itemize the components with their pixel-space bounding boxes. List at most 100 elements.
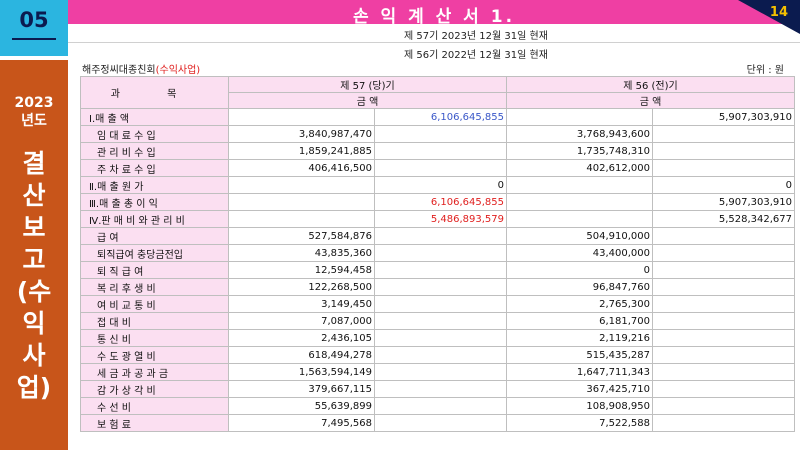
prior-detail-amount: 2,119,216: [506, 329, 653, 347]
business-type: (수익사업): [155, 65, 201, 76]
table-row: 수 선 비 55,639,899 108,908,950: [80, 397, 795, 415]
account-label: 관 리 비 수 입: [80, 142, 229, 160]
prior-total-amount: [652, 261, 795, 279]
current-total-amount: [374, 380, 507, 398]
prior-detail-amount: 1,735,748,310: [506, 142, 653, 160]
period-prior: 제 56기 2022년 12월 31일 현재: [404, 50, 548, 61]
current-detail-amount: [228, 108, 375, 126]
prior-total-amount: 5,907,303,910: [652, 108, 795, 126]
current-total-amount: [374, 278, 507, 296]
account-label: Ⅲ.매 출 총 이 익: [80, 193, 229, 211]
current-detail-amount: 3,840,987,470: [228, 125, 375, 143]
organization-name: 해주정씨대종친회(수익사업): [82, 61, 200, 76]
vertical-title: 결 산 보 고 (수 익 사 업): [0, 148, 68, 404]
prior-detail-amount: [506, 193, 653, 211]
account-label: 접 대 비: [80, 312, 229, 330]
header-current-period: 제 57 (당)기: [228, 76, 507, 93]
vertical-title-char: 익: [22, 309, 46, 338]
header-row-amount: 금 액 금 액: [81, 92, 795, 109]
prior-total-amount: [652, 278, 795, 296]
account-label: 주 차 료 수 입: [80, 159, 229, 177]
vertical-title-char: (수: [16, 277, 52, 306]
prior-total-amount: [652, 312, 795, 330]
table-row: 복 리 후 생 비 122,268,500 96,847,760: [80, 278, 795, 296]
current-detail-amount: 618,494,278: [228, 346, 375, 364]
prior-total-amount: [652, 227, 795, 245]
prior-total-amount: [652, 346, 795, 364]
title-bar: 손 익 계 산 서 1.: [68, 0, 800, 27]
prior-total-amount: [652, 159, 795, 177]
vertical-title-char: 산: [22, 181, 46, 210]
table-row: Ⅰ.매 출 액 6,106,645,855 5,907,303,910: [80, 108, 795, 126]
prior-detail-amount: 367,425,710: [506, 380, 653, 398]
table-header: 과 목 제 57 (당)기 제 56 (전)기 금 액 금 액: [80, 76, 795, 109]
account-label: 통 신 비: [80, 329, 229, 347]
current-detail-amount: [228, 193, 375, 211]
table-row: Ⅲ.매 출 총 이 익 6,106,645,855 5,907,303,910: [80, 193, 795, 211]
table-row: 퇴 직 급 여 12,594,458 0: [80, 261, 795, 279]
table-row: 보 험 료 7,495,568 7,522,588: [80, 414, 795, 432]
prior-total-amount: 0: [652, 176, 795, 194]
current-total-amount: [374, 261, 507, 279]
current-detail-amount: 527,584,876: [228, 227, 375, 245]
table-row: 관 리 비 수 입 1,859,241,885 1,735,748,310: [80, 142, 795, 160]
prior-detail-amount: 96,847,760: [506, 278, 653, 296]
prior-total-amount: 5,907,303,910: [652, 193, 795, 211]
current-total-amount: [374, 125, 507, 143]
table-row: 통 신 비 2,436,105 2,119,216: [80, 329, 795, 347]
period-prior-row: 제 56기 2022년 12월 31일 현재: [68, 42, 800, 61]
account-label: 퇴직급여 충당금전입: [80, 244, 229, 262]
table-row: Ⅱ.매 출 원 가 0 0: [80, 176, 795, 194]
period-current: 제 57기 2023년 12월 31일 현재: [404, 31, 548, 42]
prior-detail-amount: 515,435,287: [506, 346, 653, 364]
prior-total-amount: [652, 142, 795, 160]
prior-detail-amount: 6,181,700: [506, 312, 653, 330]
account-label: 수 선 비: [80, 397, 229, 415]
current-detail-amount: 1,859,241,885: [228, 142, 375, 160]
account-label: 보 험 료: [80, 414, 229, 432]
page-corner-triangle: [738, 0, 800, 34]
slide-number: 05: [19, 8, 49, 32]
account-label: 퇴 직 급 여: [80, 261, 229, 279]
vertical-title-char: 업): [16, 373, 52, 402]
account-label: Ⅱ.매 출 원 가: [80, 176, 229, 194]
table-row: 퇴직급여 충당금전입 43,835,360 43,400,000: [80, 244, 795, 262]
account-label: 여 비 교 통 비: [80, 295, 229, 313]
table-row: 여 비 교 통 비 3,149,450 2,765,300: [80, 295, 795, 313]
account-label: 세 금 과 공 과 금: [80, 363, 229, 381]
prior-total-amount: [652, 295, 795, 313]
header-row-periods: 과 목 제 57 (당)기 제 56 (전)기: [80, 76, 795, 109]
current-total-amount: [374, 414, 507, 432]
current-detail-amount: [228, 210, 375, 228]
prior-detail-amount: 3,768,943,600: [506, 125, 653, 143]
current-detail-amount: 406,416,500: [228, 159, 375, 177]
table-row: 세 금 과 공 과 금 1,563,594,149 1,647,711,343: [80, 363, 795, 381]
account-label: 복 리 후 생 비: [80, 278, 229, 296]
current-detail-amount: 379,667,115: [228, 380, 375, 398]
prior-detail-amount: 0: [506, 261, 653, 279]
current-detail-amount: [228, 176, 375, 194]
account-label: 급 여: [80, 227, 229, 245]
current-total-amount: [374, 346, 507, 364]
report-year: 2023 년도: [0, 94, 68, 130]
year-number: 2023: [14, 95, 54, 111]
current-detail-amount: 7,495,568: [228, 414, 375, 432]
prior-detail-amount: [506, 176, 653, 194]
current-detail-amount: 55,639,899: [228, 397, 375, 415]
account-label: 임 대 료 수 입: [80, 125, 229, 143]
prior-detail-amount: [506, 108, 653, 126]
table-body: Ⅰ.매 출 액 6,106,645,855 5,907,303,910 임 대 료 수…: [80, 108, 795, 432]
table-row: 수 도 광 열 비 618,494,278 515,435,287: [80, 346, 795, 364]
account-label: Ⅰ.매 출 액: [80, 108, 229, 126]
prior-detail-amount: 1,647,711,343: [506, 363, 653, 381]
current-detail-amount: 122,268,500: [228, 278, 375, 296]
current-detail-amount: 7,087,000: [228, 312, 375, 330]
page-title: 손 익 계 산 서 1.: [352, 7, 516, 27]
prior-detail-amount: 43,400,000: [506, 244, 653, 262]
currency-unit: 단위 : 원: [746, 65, 784, 76]
organization-label: 해주정씨대종친회: [82, 65, 156, 76]
current-total-amount: 6,106,645,855: [374, 108, 507, 126]
income-statement-table: 과 목 제 57 (당)기 제 56 (전)기 금 액 금 액 Ⅰ.매 출 액 6…: [80, 76, 795, 432]
current-total-amount: [374, 397, 507, 415]
current-total-amount: [374, 363, 507, 381]
